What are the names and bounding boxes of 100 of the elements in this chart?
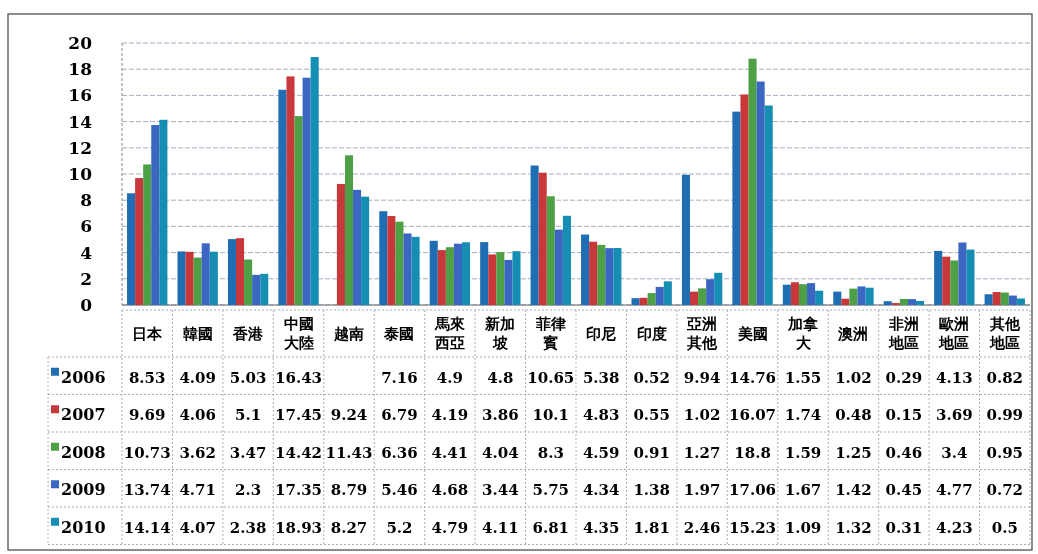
bar (690, 291, 699, 305)
data-label: 5.75 (532, 481, 570, 500)
bar (706, 279, 715, 305)
data-label: 0.15 (885, 406, 923, 425)
bar (714, 272, 723, 305)
data-label: 11.43 (325, 443, 373, 462)
data-label: 1.97 (683, 481, 721, 500)
data-label: 16.07 (729, 406, 777, 425)
data-label: 5.46 (381, 481, 418, 500)
bar (286, 76, 295, 305)
data-label: 17.35 (275, 481, 323, 500)
data-label: 1.02 (835, 368, 872, 387)
bar (647, 293, 656, 305)
data-label: 7.16 (381, 368, 418, 387)
bar (639, 297, 648, 305)
data-label: 4.9 (436, 368, 463, 387)
data-label: 5.1 (235, 406, 262, 425)
data-label: 4.59 (582, 443, 620, 462)
data-label: 3.86 (482, 406, 519, 425)
bar (907, 299, 916, 305)
bar (698, 288, 707, 305)
data-label: 14.42 (275, 443, 323, 462)
data-label: 10.1 (532, 406, 570, 425)
data-label: 4.71 (179, 481, 216, 500)
bar (411, 236, 420, 305)
data-label: 4.13 (936, 368, 973, 387)
data-label: 1.42 (835, 481, 872, 500)
bar (849, 288, 858, 305)
y-tick-label: 18 (68, 59, 92, 80)
data-label: 1.32 (835, 518, 872, 537)
data-label: 0.52 (633, 368, 670, 387)
legend-label: 2009 (61, 480, 106, 500)
bar (379, 211, 388, 305)
data-label: 14.76 (729, 368, 777, 387)
data-label: 1.81 (633, 518, 670, 537)
data-label: 4.23 (936, 518, 973, 537)
bar (942, 256, 951, 305)
bar (865, 287, 874, 305)
bar (437, 250, 446, 305)
bar (302, 77, 311, 305)
bar (857, 286, 866, 305)
bar (950, 260, 959, 305)
bar (958, 242, 967, 305)
data-label: 5.2 (386, 518, 413, 537)
bar (732, 111, 741, 305)
bar (227, 239, 236, 305)
y-tick-label: 4 (80, 242, 93, 263)
bar (387, 216, 396, 305)
data-label: 4.41 (431, 443, 469, 462)
bar (1016, 298, 1025, 305)
bar (663, 281, 672, 305)
y-tick-label: 2 (80, 268, 92, 289)
data-label: 10.73 (123, 443, 171, 462)
y-tick-label: 16 (68, 85, 92, 106)
bar (344, 155, 354, 305)
data-label: 1.74 (784, 406, 822, 425)
data-label: 4.11 (482, 518, 519, 537)
bar (512, 251, 521, 305)
data-label: 1.09 (784, 518, 822, 537)
data-label: 8.27 (330, 518, 368, 537)
bar (252, 274, 261, 305)
bar (530, 165, 539, 305)
data-label: 6.79 (381, 406, 418, 425)
bar (236, 238, 245, 305)
bar (966, 249, 975, 305)
data-label: 3.47 (229, 443, 267, 462)
bar (562, 215, 571, 305)
x-tick-label: 澳洲 (837, 324, 869, 343)
y-tick-label: 6 (80, 216, 92, 237)
bar (631, 298, 640, 305)
data-label: 2.38 (229, 518, 267, 537)
x-tick-label: 非洲地區 (887, 315, 919, 352)
bar (782, 284, 791, 305)
bar (151, 125, 160, 305)
bar (790, 282, 799, 305)
data-label: 4.77 (936, 481, 973, 500)
data-label: 14.14 (123, 518, 171, 537)
data-label: 17.06 (729, 481, 777, 500)
data-label: 0.55 (633, 406, 670, 425)
bar (554, 229, 563, 305)
bar (127, 193, 136, 305)
data-label: 8.53 (128, 368, 166, 387)
data-label: 4.83 (582, 406, 620, 425)
data-label: 9.94 (683, 368, 721, 387)
data-label: 1.67 (784, 481, 822, 500)
legend-label: 2007 (61, 405, 106, 425)
data-label: 3.4 (941, 443, 968, 462)
data-label: 0.45 (885, 481, 923, 500)
bar (395, 221, 404, 305)
bar (992, 292, 1001, 305)
data-label: 3.69 (936, 406, 973, 425)
y-tick-label: 10 (68, 164, 93, 184)
data-label: 0.5 (991, 518, 1018, 537)
bar (815, 290, 824, 305)
bar (353, 189, 362, 305)
data-label: 4.04 (482, 443, 519, 462)
data-label: 4.8 (487, 368, 514, 387)
data-label: 3.44 (482, 481, 519, 500)
x-tick-label: 亞洲其他 (686, 315, 719, 352)
bar (159, 119, 168, 305)
